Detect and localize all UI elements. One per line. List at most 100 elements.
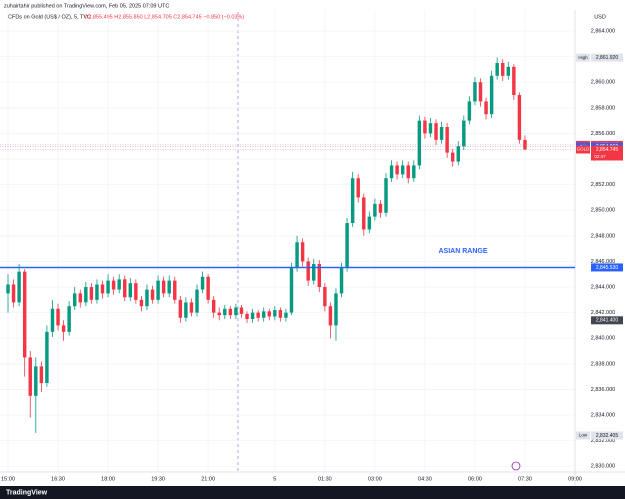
candle-body — [306, 261, 310, 281]
candle-body — [156, 280, 160, 300]
price-label-box — [591, 263, 623, 272]
candle-body — [339, 267, 344, 294]
candle-body — [245, 313, 249, 320]
y-tick-label: 2,838.000 — [591, 361, 615, 367]
price-label: 2,841.400 — [596, 318, 618, 324]
candle-body — [228, 308, 233, 316]
candle-body — [100, 284, 105, 294]
countdown-box — [591, 153, 623, 161]
x-tick-label: 09:00 — [568, 476, 582, 482]
event-icon[interactable] — [511, 461, 521, 471]
candle-body — [406, 165, 410, 179]
candle-body — [367, 216, 372, 230]
y-tick-label: 2,830.000 — [591, 464, 615, 470]
candle-body — [395, 165, 399, 175]
candle-body — [184, 302, 188, 318]
price-label: 2,832.405 — [596, 433, 618, 439]
x-tick-label: 16:30 — [51, 476, 65, 482]
x-tick-label: 03:00 — [368, 476, 382, 482]
candle-body — [173, 280, 177, 300]
candle-body — [317, 263, 322, 288]
candle-body — [400, 165, 405, 175]
candle-body — [178, 299, 183, 318]
candle-body — [117, 279, 121, 290]
candle-body — [22, 271, 27, 358]
candle-body — [312, 263, 316, 281]
x-tick-label: 07:30 — [518, 476, 532, 482]
price-tag: GOLD — [577, 147, 591, 152]
candle-body — [456, 146, 460, 162]
candle-body — [450, 152, 455, 162]
candle-body — [150, 289, 155, 300]
publisher: zuhairtahir published on TradingView.com… — [4, 3, 169, 9]
candle-body — [217, 312, 221, 316]
price-tag-box — [576, 145, 590, 154]
candle-body — [323, 287, 327, 307]
price-label-box — [591, 145, 623, 154]
y-tick-label: 2,844.000 — [591, 284, 615, 290]
candle-body — [261, 311, 266, 318]
candle-body — [206, 276, 210, 300]
candle-body — [45, 331, 49, 384]
candle-body — [28, 357, 32, 396]
price-tag: Low — [579, 433, 588, 438]
price-tag-box — [576, 53, 590, 62]
candle-body — [239, 307, 244, 314]
candle-body — [439, 127, 444, 140]
candle-body — [495, 63, 499, 76]
candle-body — [134, 283, 138, 300]
price-label-box — [591, 53, 623, 62]
candle-body — [250, 312, 255, 320]
price-label: 2,861.920 — [596, 55, 618, 61]
currency: USD — [594, 14, 606, 20]
candle-body — [523, 139, 527, 150]
candle-body — [61, 325, 66, 332]
x-tick-label: 5 — [273, 476, 276, 482]
candle-body — [167, 280, 171, 294]
y-tick-label: 2,848.000 — [591, 233, 615, 239]
candle-body — [72, 293, 77, 307]
candle-body — [478, 82, 483, 102]
candle-body — [489, 75, 494, 115]
y-tick-label: 2,836.000 — [591, 387, 615, 393]
footer-brand: TradingView — [6, 489, 48, 496]
plot — [0, 10, 576, 472]
candle-body — [17, 271, 21, 303]
y-tick-label: 2,834.000 — [591, 412, 615, 418]
y-tick-label: 2,860.000 — [591, 80, 615, 86]
candle-body — [234, 307, 238, 316]
candle-body — [501, 63, 505, 76]
candle-body — [161, 280, 166, 294]
footer-bar — [0, 486, 625, 499]
candle-body — [284, 312, 288, 318]
candle-body — [195, 289, 199, 313]
candle-body — [273, 310, 277, 317]
candle-body — [334, 293, 338, 326]
chart-title: CFDs on Gold (US$ / OZ), 5, TVC — [8, 14, 91, 20]
candle-body — [384, 178, 388, 213]
price-label-box — [591, 316, 623, 325]
candle-body — [256, 312, 260, 318]
x-tick-label: 15:00 — [1, 476, 15, 482]
price-label-box — [591, 431, 623, 440]
candle-body — [467, 101, 472, 121]
y-tick-label: 2,842.000 — [591, 310, 615, 316]
annotation: ASIAN RANGE — [438, 248, 487, 255]
candle-body — [211, 299, 216, 313]
candle-body — [111, 280, 116, 290]
x-tick-label: 21:00 — [201, 476, 215, 482]
candle-body — [300, 242, 305, 262]
candle-body — [84, 287, 88, 303]
candle-body — [34, 366, 38, 396]
candle-body — [356, 178, 360, 198]
candle-body — [484, 101, 488, 115]
candle-body — [506, 66, 511, 76]
x-tick-label: 01:30 — [318, 476, 332, 482]
candle-body — [267, 311, 271, 317]
ohlc-summary: O2,855.495 H2,855.850 L2,854.705 C2,854.… — [84, 14, 244, 20]
candle-body — [6, 284, 10, 294]
candle-body — [428, 123, 433, 134]
